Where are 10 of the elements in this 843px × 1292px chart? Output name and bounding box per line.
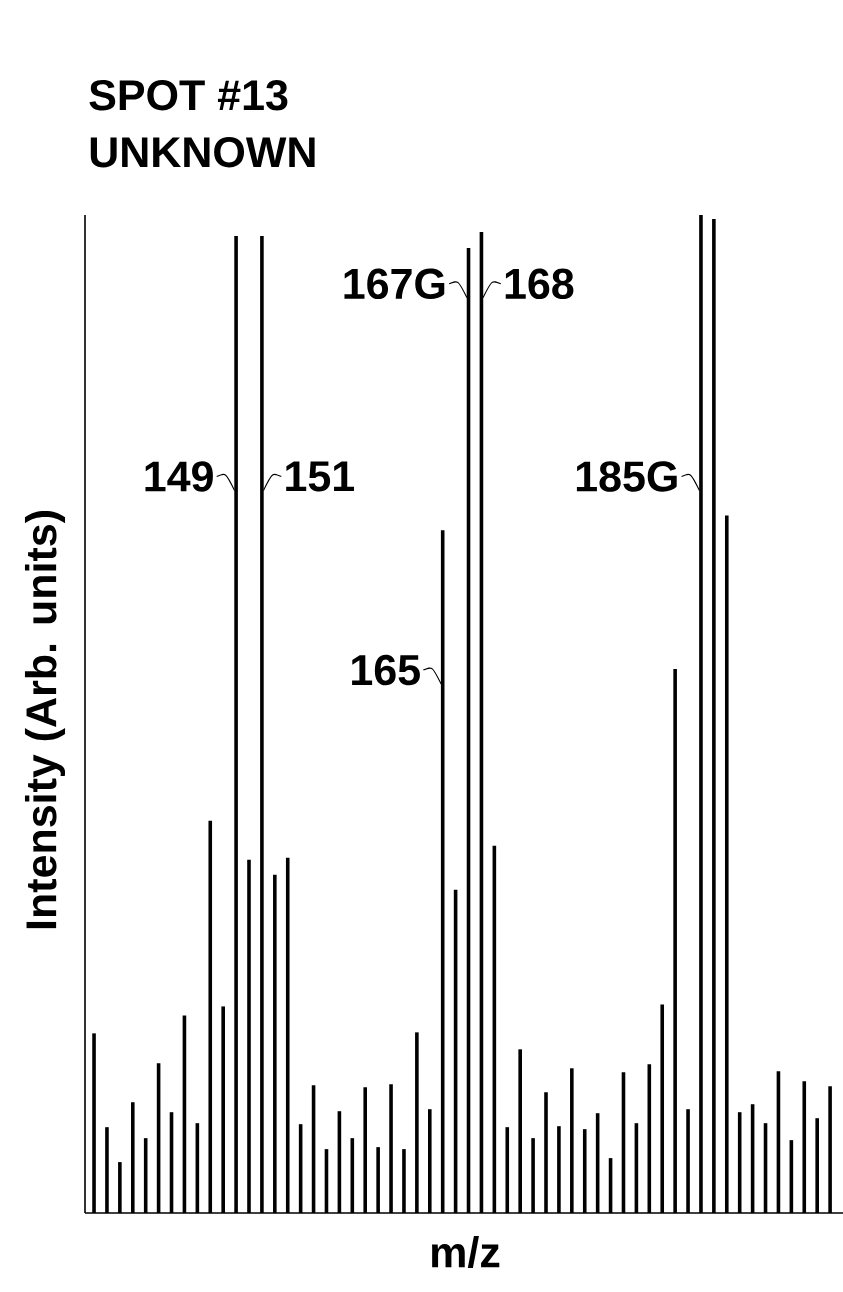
chart-subtitle: UNKNOWN [90,136,315,168]
annotation: 165 [352,654,420,686]
y-axis-title: Intensity (Arb. units) [24,511,66,929]
annotation: 149 [145,461,213,492]
x-axis-title: m/z [432,1235,500,1269]
annotation: 151 [286,461,355,492]
chart-title: SPOT #13 [89,79,288,111]
annotation: 167G [344,268,445,300]
annotation: 185G [576,461,677,492]
annotation: 168 [505,268,574,300]
